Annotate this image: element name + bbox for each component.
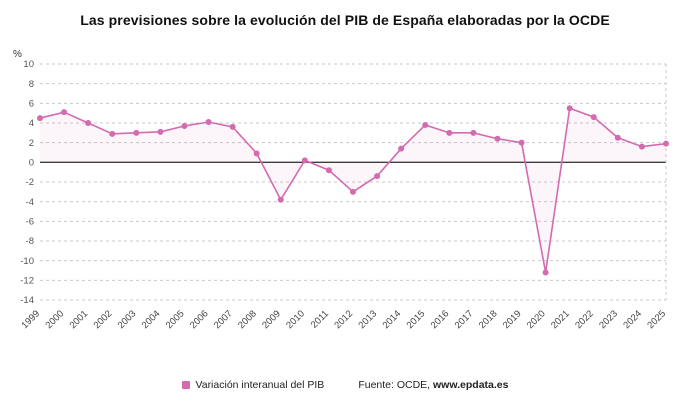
y-tick-label: -6	[26, 217, 34, 228]
legend-label: Variación interanual del PIB	[195, 379, 325, 391]
data-point	[157, 128, 164, 135]
data-point	[398, 145, 405, 152]
data-point	[494, 135, 501, 142]
chart-title: Las previsiones sobre la evolución del P…	[80, 12, 610, 28]
data-point	[109, 130, 116, 137]
data-point	[638, 143, 645, 150]
x-tick-label: 2017	[453, 308, 476, 331]
data-point	[470, 129, 477, 136]
data-point	[85, 120, 92, 126]
data-point	[37, 115, 43, 122]
x-tick-label: 2016	[429, 308, 452, 331]
y-tick-label: -8	[26, 236, 34, 247]
y-tick-label: 0	[29, 158, 34, 169]
y-tick-label: 6	[29, 99, 34, 110]
data-point	[614, 134, 621, 141]
data-point	[590, 114, 597, 121]
x-tick-label: 2009	[260, 308, 283, 331]
data-point	[325, 167, 332, 174]
x-tick-label: 1999	[19, 308, 42, 331]
legend: Variación interanual del PIB Fuente: OCD…	[0, 379, 690, 391]
data-point	[566, 105, 573, 112]
x-tick-label: 2013	[356, 308, 379, 331]
x-tick-label: 2011	[309, 308, 331, 330]
data-point	[205, 119, 212, 126]
x-tick-label: 2007	[212, 308, 235, 331]
x-tick-label: 2015	[405, 308, 428, 331]
data-point	[518, 139, 525, 146]
x-tick-label: 2024	[621, 308, 644, 331]
y-tick-label: -14	[20, 295, 34, 306]
data-point	[229, 123, 236, 130]
x-tick-label: 2006	[188, 308, 211, 331]
data-point	[133, 129, 140, 136]
x-tick-label: 2004	[140, 308, 163, 331]
x-tick-label: 2023	[597, 308, 620, 331]
data-point	[350, 188, 356, 195]
x-tick-label: 2022	[573, 308, 596, 331]
x-tick-label: 2002	[92, 308, 115, 331]
x-tick-label: 2008	[236, 308, 259, 331]
x-tick-label: 2019	[501, 308, 524, 331]
x-tick-label: 2021	[549, 308, 572, 331]
source-site: www.epdata.es	[433, 379, 509, 391]
y-tick-label: -12	[20, 276, 34, 287]
y-tick-label: 8	[29, 79, 34, 90]
y-tick-label: -10	[20, 256, 34, 267]
x-tick-label: 2010	[284, 308, 307, 331]
data-point	[374, 173, 381, 180]
legend-swatch-icon	[181, 381, 190, 389]
x-tick-label: 2014	[381, 308, 404, 331]
x-tick-label: 2025	[645, 308, 668, 331]
data-point	[277, 196, 284, 203]
line-chart: -14 -12 -10 -8 -6 -4 -2 0 2 4 6 8 10 1999 2000 2001 2002…	[19, 59, 669, 331]
data-point	[181, 122, 188, 129]
data-point	[542, 269, 549, 276]
x-tick-label: 2003	[116, 308, 139, 331]
data-point	[61, 109, 68, 116]
y-tick-label: 4	[29, 118, 34, 129]
x-tick-label: 2018	[477, 308, 500, 331]
source-text: Fuente: OCDE, www.epdata.es	[358, 379, 508, 391]
data-point	[422, 121, 429, 128]
x-tick-label: 2000	[43, 308, 66, 331]
data-point	[253, 150, 260, 157]
x-tick-label: 2005	[164, 308, 187, 331]
data-point	[663, 140, 669, 147]
y-axis-unit-label: %	[13, 49, 22, 60]
x-tick-label: 2001	[68, 308, 91, 331]
data-point	[446, 129, 453, 136]
y-tick-label: 10	[23, 59, 34, 70]
data-point	[301, 157, 308, 164]
y-tick-label: 2	[29, 138, 34, 149]
y-tick-label: -2	[26, 177, 34, 188]
x-tick-label: 2012	[332, 308, 355, 331]
x-tick-label: 2020	[525, 308, 548, 331]
y-tick-label: -4	[26, 197, 34, 208]
source-prefix: Fuente: OCDE,	[358, 379, 434, 391]
